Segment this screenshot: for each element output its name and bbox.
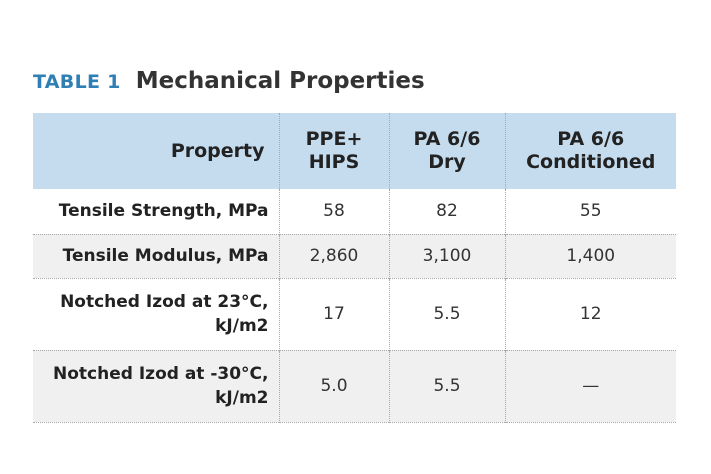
table-row: Notched Izod at -30°C, kJ/m2 5.0 5.5 —	[33, 350, 676, 422]
cell-pa66-conditioned: —	[504, 350, 676, 422]
row-label: Tensile Modulus, MPa	[62, 246, 269, 266]
table-body: Tensile Strength, MPa 58 82 55 Tensile M…	[33, 189, 676, 422]
mechanical-properties-table: Property PPE+ HIPS PA 6/6 Dry PA 6/6 Con…	[33, 113, 676, 423]
table-row: Notched Izod at 23°C, kJ/m2 17 5.5 12	[33, 278, 676, 350]
cell-ppe-hips: 2,860	[278, 234, 389, 278]
cell-pa66-dry: 3,100	[388, 234, 505, 278]
table-number: TABLE 1	[33, 71, 121, 93]
header-row: Property PPE+ HIPS PA 6/6 Dry PA 6/6 Con…	[33, 113, 676, 189]
cell-pa66-dry: 5.5	[388, 278, 505, 350]
cell-pa66-conditioned: 12	[504, 278, 676, 350]
cell-pa66-dry: 82	[388, 189, 505, 234]
table-row: Tensile Modulus, MPa 2,860 3,100 1,400	[33, 234, 676, 278]
row-label: Notched Izod at -30°C, kJ/m2	[53, 364, 269, 408]
row-label: Tensile Strength, MPa	[58, 201, 269, 222]
table-caption: TABLE 1 Mechanical Properties	[33, 66, 425, 98]
cell-ppe-hips: 5.0	[278, 350, 389, 422]
header-ppe-hips: PPE+ HIPS	[278, 113, 389, 189]
table-row: Tensile Strength, MPa 58 82 55	[33, 189, 676, 234]
table-header: Property PPE+ HIPS PA 6/6 Dry PA 6/6 Con…	[33, 113, 676, 189]
header-property: Property	[33, 113, 279, 189]
cell-pa66-conditioned: 55	[504, 189, 676, 234]
row-label: Notched Izod at 23°C, kJ/m2	[60, 292, 269, 336]
header-pa66-conditioned: PA 6/6 Conditioned	[504, 113, 676, 189]
cell-pa66-dry: 5.5	[388, 350, 505, 422]
cell-ppe-hips: 17	[278, 278, 389, 350]
cell-ppe-hips: 58	[278, 189, 389, 234]
table-title: Mechanical Properties	[135, 68, 425, 94]
header-pa66-dry: PA 6/6 Dry	[388, 113, 505, 189]
cell-pa66-conditioned: 1,400	[504, 234, 676, 278]
